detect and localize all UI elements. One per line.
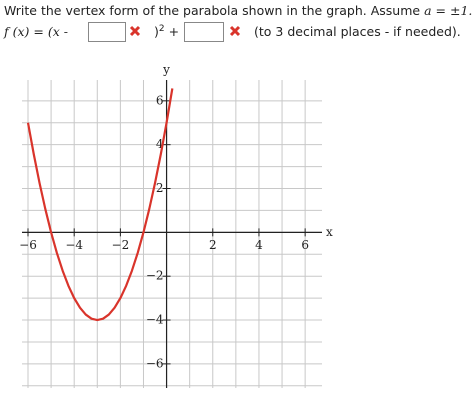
note: (to 3 decimal places - if needed). bbox=[254, 24, 461, 39]
question-text: Write the vertex form of the parabola sh… bbox=[4, 3, 421, 18]
x-tick-label: −2 bbox=[112, 238, 130, 252]
question-line: Write the vertex form of the parabola sh… bbox=[4, 3, 472, 18]
plus: + bbox=[168, 24, 180, 40]
answer-input-h[interactable] bbox=[88, 22, 126, 42]
wrong-icon bbox=[229, 25, 241, 37]
y-tick-label: −2 bbox=[146, 269, 164, 283]
close-paren: ) bbox=[154, 24, 159, 40]
x-axis-label: x bbox=[326, 225, 333, 239]
assumption: a = ±1. bbox=[424, 3, 473, 18]
close-paren-group: )2 + bbox=[154, 24, 179, 39]
x-tick-label: −6 bbox=[19, 238, 37, 252]
y-tick-label: 2 bbox=[156, 181, 164, 195]
exponent: 2 bbox=[158, 24, 165, 34]
x-tick-label: 2 bbox=[209, 238, 217, 252]
x-tick-label: −4 bbox=[65, 238, 83, 252]
formula-lhs: f (x) = (x - bbox=[4, 24, 68, 39]
curve bbox=[26, 88, 174, 322]
y-tick-label: −4 bbox=[146, 313, 164, 327]
answer-input-k[interactable] bbox=[184, 22, 224, 42]
y-tick-label: −6 bbox=[146, 356, 164, 370]
x-tick-label: 4 bbox=[255, 238, 263, 252]
x-tick-label: 6 bbox=[301, 238, 309, 252]
y-tick-label: 6 bbox=[156, 93, 164, 107]
y-axis-label: y bbox=[162, 63, 170, 77]
y-tick-label: 4 bbox=[156, 137, 164, 151]
wrong-icon bbox=[129, 25, 141, 37]
